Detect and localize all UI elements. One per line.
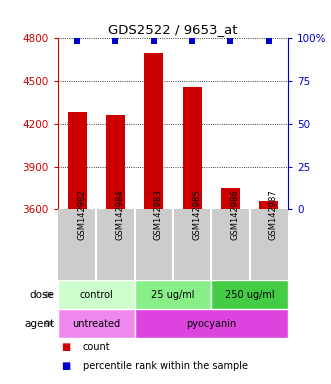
- Text: GSM142984: GSM142984: [116, 190, 124, 240]
- Text: count: count: [83, 342, 110, 352]
- Text: GSM142985: GSM142985: [192, 190, 201, 240]
- Bar: [259, 201, 278, 209]
- Text: ■: ■: [61, 361, 71, 371]
- Bar: [58, 309, 135, 338]
- Text: GSM142986: GSM142986: [230, 190, 239, 240]
- Text: 25 ug/ml: 25 ug/ml: [151, 290, 195, 300]
- Text: GSM142982: GSM142982: [77, 190, 86, 240]
- Bar: [135, 280, 211, 309]
- Bar: [221, 188, 240, 209]
- Title: GDS2522 / 9653_at: GDS2522 / 9653_at: [108, 23, 238, 36]
- Bar: [182, 87, 202, 209]
- Text: percentile rank within the sample: percentile rank within the sample: [83, 361, 248, 371]
- Bar: [135, 309, 288, 338]
- Text: untreated: untreated: [72, 318, 120, 329]
- Bar: [211, 280, 288, 309]
- Text: pyocyanin: pyocyanin: [186, 318, 236, 329]
- Text: GSM142983: GSM142983: [154, 190, 163, 240]
- Text: agent: agent: [24, 318, 55, 329]
- Text: 250 ug/ml: 250 ug/ml: [225, 290, 274, 300]
- Bar: [68, 113, 87, 209]
- Bar: [58, 280, 135, 309]
- Bar: [106, 115, 125, 209]
- Text: control: control: [79, 290, 113, 300]
- Bar: [144, 53, 164, 209]
- Text: dose: dose: [30, 290, 55, 300]
- Text: GSM142987: GSM142987: [269, 190, 278, 240]
- Text: ■: ■: [61, 342, 71, 352]
